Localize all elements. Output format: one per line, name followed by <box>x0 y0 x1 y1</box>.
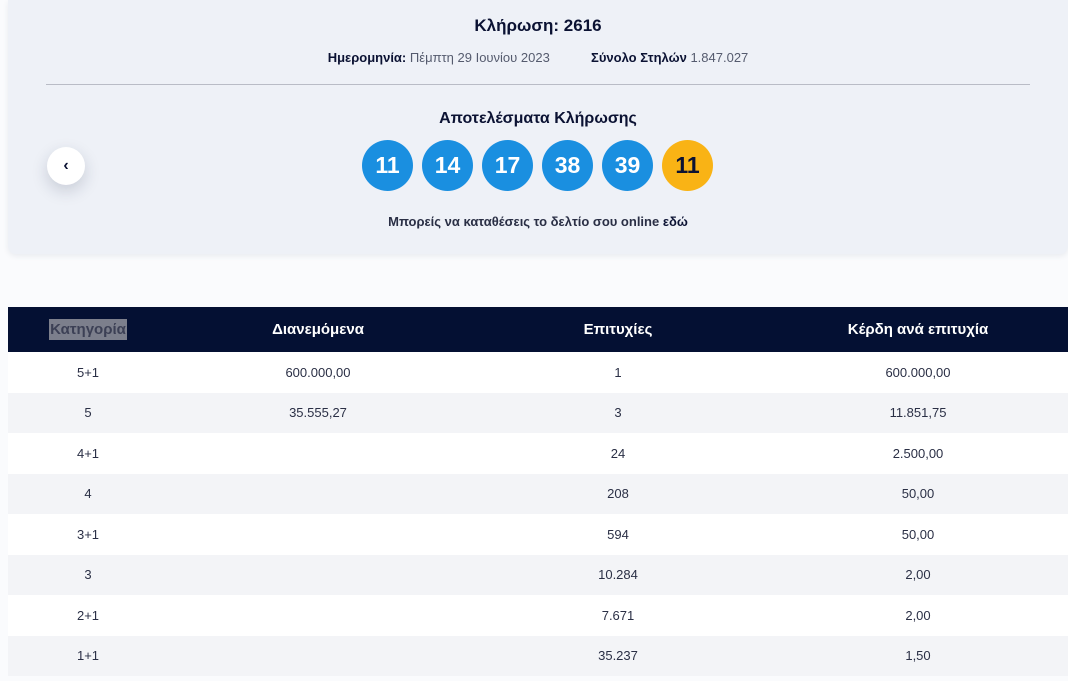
distributed-cell <box>168 474 468 515</box>
header-category: Κατηγορία <box>49 319 127 340</box>
winners-cell: 35.237 <box>598 648 638 664</box>
distributed-cell <box>168 433 468 474</box>
prize-cell: 600.000,00 <box>885 364 951 380</box>
table-row: 5 35.555,27 3 11.851,75 <box>8 392 1068 433</box>
distributed-cell <box>168 555 468 596</box>
draw-card: Κλήρωση: 2616 Ημερομηνία: Πέμπτη 29 Ιουν… <box>8 0 1068 254</box>
winners-cell: 3 <box>614 405 622 421</box>
table-row: 2+1 7.671 2,00 <box>8 595 1068 636</box>
winning-numbers: 11 14 17 38 39 11 <box>362 140 713 192</box>
prize-cell: 11.851,75 <box>889 405 947 421</box>
online-link[interactable]: εδώ <box>662 214 688 229</box>
table-row: 5+1 600.000,00 1 600.000,00 <box>8 352 1068 393</box>
results-title: Αποτελέσματα Κλήρωσης <box>439 110 637 127</box>
winners-cell: 7.671 <box>601 607 635 623</box>
draw-title: Κλήρωση: 2616 <box>474 16 602 35</box>
category-cell: 1+1 <box>76 648 100 664</box>
number-ball: 11 <box>362 140 413 191</box>
number-ball: 38 <box>542 140 593 191</box>
number-ball: 39 <box>602 140 653 191</box>
prize-cell: 50,00 <box>901 526 935 542</box>
category-cell: 5+1 <box>76 364 100 380</box>
prize-cell: 2,00 <box>905 607 931 623</box>
distributed-cell <box>168 595 468 636</box>
header-winners: Επιτυχίες <box>583 321 653 338</box>
distributed-cell <box>168 514 468 555</box>
chevron-left-icon: ‹ <box>63 157 69 174</box>
prize-cell: 1,50 <box>905 648 931 664</box>
table-row: 4+1 24 2.500,00 <box>8 433 1068 474</box>
prize-table: Κατηγορία Διανεμόμενα Επιτυχίες Κέρδη αν… <box>8 307 1068 676</box>
header-prize-per-winner: Κέρδη ανά επιτυχία <box>847 321 989 338</box>
online-note: Μπορείς να καταθέσεις το δελτίο σου onli… <box>8 214 1068 229</box>
category-cell: 3+1 <box>76 526 100 542</box>
prize-table-body: 5+1 600.000,00 1 600.000,00 5 35.555,27 3 11.85… <box>8 352 1068 676</box>
previous-draw-button[interactable]: ‹ <box>47 147 85 185</box>
prize-cell: 50,00 <box>901 486 935 502</box>
winners-cell: 594 <box>607 526 629 542</box>
number-ball: 14 <box>422 140 473 191</box>
bonus-ball: 11 <box>662 140 713 191</box>
prize-cell: 2.500,00 <box>892 445 944 461</box>
divider <box>46 84 1030 85</box>
category-cell: 4 <box>84 486 92 502</box>
online-text: Μπορείς να καταθέσεις το δελτίο σου onli… <box>388 214 660 229</box>
category-cell: 5 <box>84 405 92 421</box>
distributed-cell <box>168 636 468 677</box>
category-cell: 4+1 <box>76 445 100 461</box>
distributed-cell: 35.555,27 <box>289 405 347 421</box>
winners-cell: 10.284 <box>598 567 638 583</box>
table-row: 3 10.284 2,00 <box>8 554 1068 596</box>
category-cell: 3 <box>84 567 92 583</box>
winners-cell: 24 <box>610 445 626 461</box>
winners-cell: 1 <box>614 364 622 380</box>
number-ball: 17 <box>482 140 533 191</box>
table-row: 3+1 594 50,00 <box>8 514 1068 555</box>
date-label: Ημερομηνία: <box>327 50 407 65</box>
distributed-cell: 600.000,00 <box>285 364 351 380</box>
prize-cell: 2,00 <box>905 567 931 583</box>
table-row: 1+1 35.237 1,50 <box>8 635 1068 677</box>
table-header-row: Κατηγορία Διανεμόμενα Επιτυχίες Κέρδη αν… <box>8 307 1068 352</box>
date-value: Πέμπτη 29 Ιουνίου 2023 <box>409 50 550 65</box>
table-row: 4 208 50,00 <box>8 473 1068 515</box>
columns-label: Σύνολο Στηλών <box>591 50 687 65</box>
header-distributed: Διανεμόμενα <box>272 321 364 338</box>
winners-cell: 208 <box>607 486 629 502</box>
columns-value: 1.847.027 <box>690 50 749 65</box>
draw-meta: Ημερομηνία: Πέμπτη 29 Ιουνίου 2023 Σύνολ… <box>8 50 1068 65</box>
category-cell: 2+1 <box>76 607 100 623</box>
